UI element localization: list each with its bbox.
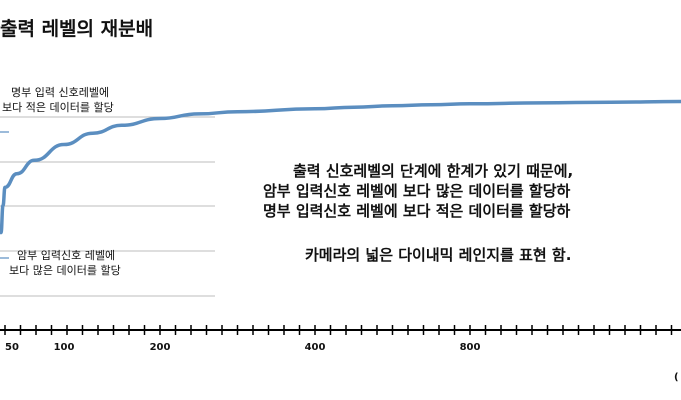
lower-note-line-1: 암부 입력신호 레벨에 <box>17 249 115 262</box>
main-text-line-5: 카메라의 넓은 다이내믹 레인지를 표현 함. <box>305 246 571 264</box>
x-axis-unit-fragment: ( <box>674 372 679 383</box>
x-axis-ticks <box>4 325 673 335</box>
x-tick-label-50: 50 <box>5 342 19 353</box>
main-text-line-1: 출력 신호레벨의 단계에 한계가 있기 때문에, <box>293 162 573 180</box>
x-tick-label-200: 200 <box>150 342 171 353</box>
series-line <box>0 99 681 235</box>
lower-note-line-2: 보다 많은 데이터를 할당 <box>9 264 121 277</box>
x-axis-tick-labels: 50 100 200 400 800 <box>5 342 480 353</box>
main-text-line-2: 암부 입력신호 레벨에 보다 많은 데이터를 할당하 <box>263 182 571 200</box>
chart-title: 출력 레벨의 재분배 <box>0 18 153 40</box>
x-tick-label-800: 800 <box>460 342 481 353</box>
x-tick-label-400: 400 <box>305 342 326 353</box>
upper-note-line-2: 보다 적은 데이터를 할당 <box>2 101 114 114</box>
x-tick-label-100: 100 <box>54 342 75 353</box>
upper-note-line-1: 명부 입력 신호레벨에 <box>11 86 109 99</box>
main-text-line-3: 명부 입력신호 레벨에 보다 적은 데이터를 할당하 <box>263 202 571 220</box>
